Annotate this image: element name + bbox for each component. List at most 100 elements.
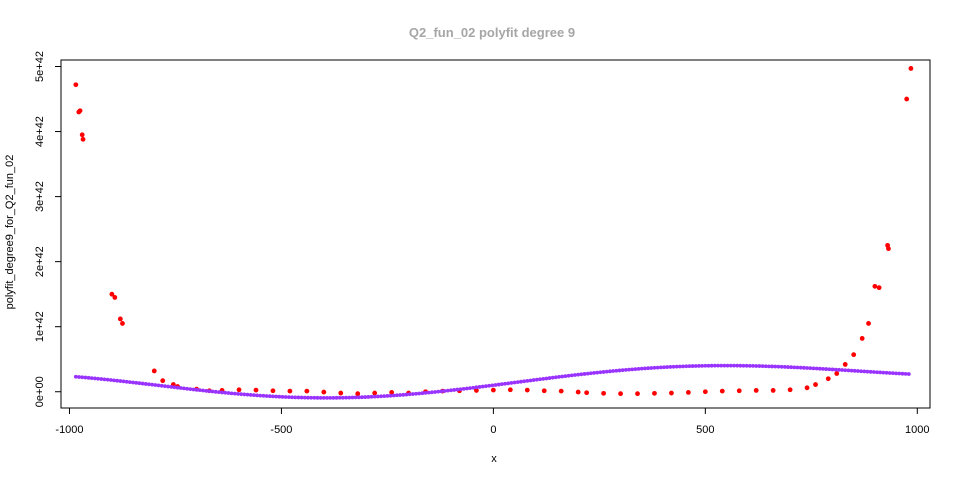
fitted-point xyxy=(331,395,336,400)
x-tick-label: -500 xyxy=(270,424,292,436)
fitted-point xyxy=(709,363,714,368)
fitted-point xyxy=(884,370,889,375)
fitted-point xyxy=(169,385,174,389)
fitted-point xyxy=(579,372,584,377)
fitted-point xyxy=(223,390,228,395)
fitted-point xyxy=(878,370,883,375)
fitted-point xyxy=(426,390,431,395)
fitted-point xyxy=(134,380,139,385)
fitted-point xyxy=(897,371,902,376)
fitted-point xyxy=(493,383,498,387)
fitted-point xyxy=(903,371,908,376)
fitted-point xyxy=(312,395,317,400)
fitted-point xyxy=(487,383,492,388)
fitted-point xyxy=(538,377,542,382)
fitted-point xyxy=(73,374,78,379)
fitted-point xyxy=(388,393,393,398)
fitted-point xyxy=(767,364,771,369)
observed-point xyxy=(253,387,259,393)
fitted-point xyxy=(93,376,97,381)
fitted-point xyxy=(309,395,314,400)
fitted-point xyxy=(798,365,803,370)
observed-point xyxy=(287,388,293,394)
fitted-point xyxy=(414,391,418,396)
observed-point xyxy=(372,390,378,396)
fitted-point xyxy=(534,377,539,382)
observed-point xyxy=(112,295,118,300)
fitted-point xyxy=(512,380,517,385)
fitted-point xyxy=(662,365,666,370)
fitted-point xyxy=(439,389,444,394)
fitted-point xyxy=(185,386,190,391)
fitted-point xyxy=(623,367,628,372)
fitted-point xyxy=(891,371,895,376)
observed-points xyxy=(73,66,914,397)
fitted-point xyxy=(474,385,479,390)
fitted-point xyxy=(836,367,841,372)
fit-polyline xyxy=(75,365,909,399)
fitted-point xyxy=(162,384,167,389)
fitted-point xyxy=(369,394,374,399)
observed-point xyxy=(77,108,83,114)
y-tick-label: 5e+42 xyxy=(34,51,46,82)
fitted-point xyxy=(789,365,794,370)
fitted-point xyxy=(468,386,472,391)
fitted-point xyxy=(217,390,221,395)
fitted-point xyxy=(821,366,825,371)
fitted-point xyxy=(220,390,224,395)
fitted-point xyxy=(353,395,358,400)
fitted-point xyxy=(604,369,609,374)
fitted-point xyxy=(560,374,565,379)
fitted-point xyxy=(719,363,724,368)
fitted-point xyxy=(407,392,412,397)
fitted-point xyxy=(875,370,879,375)
fitted-point xyxy=(509,381,514,385)
fitted-point xyxy=(156,383,161,388)
observed-point xyxy=(652,390,657,396)
fitted-point xyxy=(449,388,453,393)
fitted-point xyxy=(573,373,577,377)
fitted-point xyxy=(687,364,692,369)
fitted-point xyxy=(271,394,275,399)
fitted-point xyxy=(668,365,673,369)
fitted-point xyxy=(315,395,320,400)
fitted-point xyxy=(210,389,215,394)
fitted-point xyxy=(417,391,422,396)
fitted-point xyxy=(782,365,787,369)
fitted-point xyxy=(264,394,269,398)
fitted-point xyxy=(633,367,638,372)
observed-point xyxy=(719,388,725,394)
fitted-point xyxy=(496,382,501,387)
fitted-point xyxy=(808,366,813,371)
observed-point xyxy=(872,283,878,289)
fitted-point xyxy=(232,391,237,396)
observed-point xyxy=(389,389,395,395)
observed-point xyxy=(770,388,776,393)
fitted-point xyxy=(881,370,886,375)
fitted-point xyxy=(159,383,164,388)
y-tick-label: 2e+42 xyxy=(34,246,46,277)
fitted-point xyxy=(827,367,832,372)
observed-point xyxy=(79,132,85,138)
fitted-point xyxy=(588,371,593,376)
fitted-point xyxy=(550,375,555,380)
fitted-point xyxy=(528,378,533,383)
fitted-point xyxy=(445,388,450,393)
observed-point xyxy=(886,246,891,252)
fitted-point xyxy=(865,369,870,374)
observed-point xyxy=(575,389,581,395)
y-tick-label: 3e+42 xyxy=(34,181,46,212)
fitted-point xyxy=(261,393,266,398)
fitted-point xyxy=(267,394,272,399)
fitted-point xyxy=(522,379,527,384)
fitted-point xyxy=(442,389,447,393)
plot-frame xyxy=(60,59,931,409)
fitted-point xyxy=(732,363,736,368)
fitted-point xyxy=(391,393,396,398)
x-tick-label: 0 xyxy=(490,424,496,436)
fitted-point xyxy=(652,365,657,370)
observed-point xyxy=(618,391,623,397)
observed-point xyxy=(635,391,640,397)
fitted-point xyxy=(96,376,100,381)
fitted-point xyxy=(213,389,218,394)
